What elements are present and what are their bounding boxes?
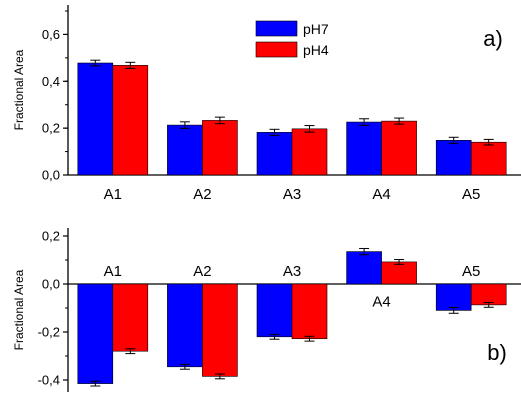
bar-ph4-a4	[381, 261, 417, 285]
category-label-a2: A2	[193, 186, 211, 203]
y-axis-title: Fractional Area	[12, 49, 26, 130]
y-axis-title: Fractional Area	[12, 269, 26, 350]
y-tick-label: 0,4	[42, 74, 60, 89]
legend-label-ph4: pH4	[303, 42, 329, 58]
y-tick-label: 0,0	[42, 168, 60, 183]
bar-ph7-a1	[77, 62, 114, 176]
y-tick-label: -0,4	[38, 373, 60, 388]
bar-ph4-a2	[202, 283, 238, 377]
bar-ph7-a4	[346, 251, 382, 285]
y-tick-label: -0,2	[38, 325, 60, 340]
bar-ph4-a3	[291, 283, 328, 340]
category-label-a4: A4	[372, 294, 390, 311]
bar-ph4-a1	[112, 283, 149, 352]
bar-ph7-a2	[167, 283, 203, 368]
bar-ph7-a3	[256, 132, 293, 176]
y-tick-label: 0,2	[42, 121, 60, 136]
category-label-a2: A2	[193, 263, 211, 280]
bar-ph4-a3	[291, 128, 328, 176]
category-label-a1: A1	[104, 186, 122, 203]
bar-ph4-a1	[112, 65, 149, 176]
bar-ph7-a5	[435, 140, 472, 176]
bar-ph7-a3	[256, 283, 293, 338]
bar-ph4-a4	[381, 120, 417, 176]
legend-swatch-ph4	[255, 41, 298, 58]
y-tick-label: 0,6	[42, 27, 60, 42]
panel-label: b)	[487, 340, 507, 365]
legend-swatch-ph7	[255, 20, 298, 37]
chart-panel-2: -0,4 -0,2 0,0 0,2 Fractional Area A1 A2 A3 A4 A5 b…	[12, 228, 521, 392]
bar-ph7-a5	[435, 283, 472, 311]
bar-ph4-a2	[202, 120, 238, 176]
category-label-a1: A1	[104, 263, 122, 280]
bar-ph4-a5	[470, 283, 507, 306]
category-label-a3: A3	[283, 263, 301, 280]
chart-panel-1: 0,0 0,2 0,4 0,6 Fractional Area A1 A2 A3 A4 A5 a) p…	[12, 5, 521, 203]
legend-label-ph7: pH7	[303, 21, 329, 37]
category-label-a4: A4	[372, 186, 390, 203]
bar-ph7-a4	[346, 121, 382, 176]
panel-label: a)	[483, 26, 503, 51]
category-label-a3: A3	[283, 186, 301, 203]
category-label-a5: A5	[462, 263, 480, 280]
bar-ph7-a2	[167, 124, 203, 176]
category-label-a5: A5	[462, 186, 480, 203]
bar-ph7-a1	[77, 283, 114, 384]
bar-ph4-a5	[470, 141, 507, 176]
y-tick-label: 0,2	[42, 229, 60, 244]
y-tick-label: 0,0	[42, 277, 60, 292]
